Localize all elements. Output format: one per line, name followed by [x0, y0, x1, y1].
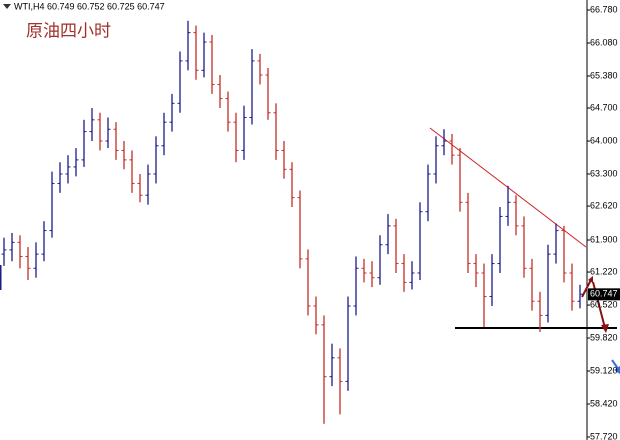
y-tick-label: 66.780 [590, 4, 618, 14]
y-tick-label: 61.900 [590, 234, 618, 244]
y-tick-label: 60.520 [590, 299, 618, 309]
y-tick-label: 57.720 [590, 431, 618, 440]
y-tick-label: 64.000 [590, 135, 618, 145]
y-tick-label: 61.220 [590, 266, 618, 276]
y-tick-label: 64.700 [590, 102, 618, 112]
last-price-box [588, 288, 620, 301]
last-price-label: 60.747 [590, 289, 618, 299]
y-tick-label: 59.120 [590, 365, 618, 375]
symbol-info: WTI,H4 60.749 60.752 60.725 60.747 [14, 1, 165, 11]
y-tick-label: 66.080 [590, 37, 618, 47]
y-tick-label: 63.300 [590, 168, 618, 178]
menu-icon [3, 4, 11, 9]
y-tick-label: 62.620 [590, 200, 618, 210]
y-tick-label: 59.820 [590, 332, 618, 342]
y-tick-label: 58.420 [590, 398, 618, 408]
y-tick-label: 65.380 [590, 70, 618, 80]
chart-title: 原油四小时 [26, 21, 111, 40]
